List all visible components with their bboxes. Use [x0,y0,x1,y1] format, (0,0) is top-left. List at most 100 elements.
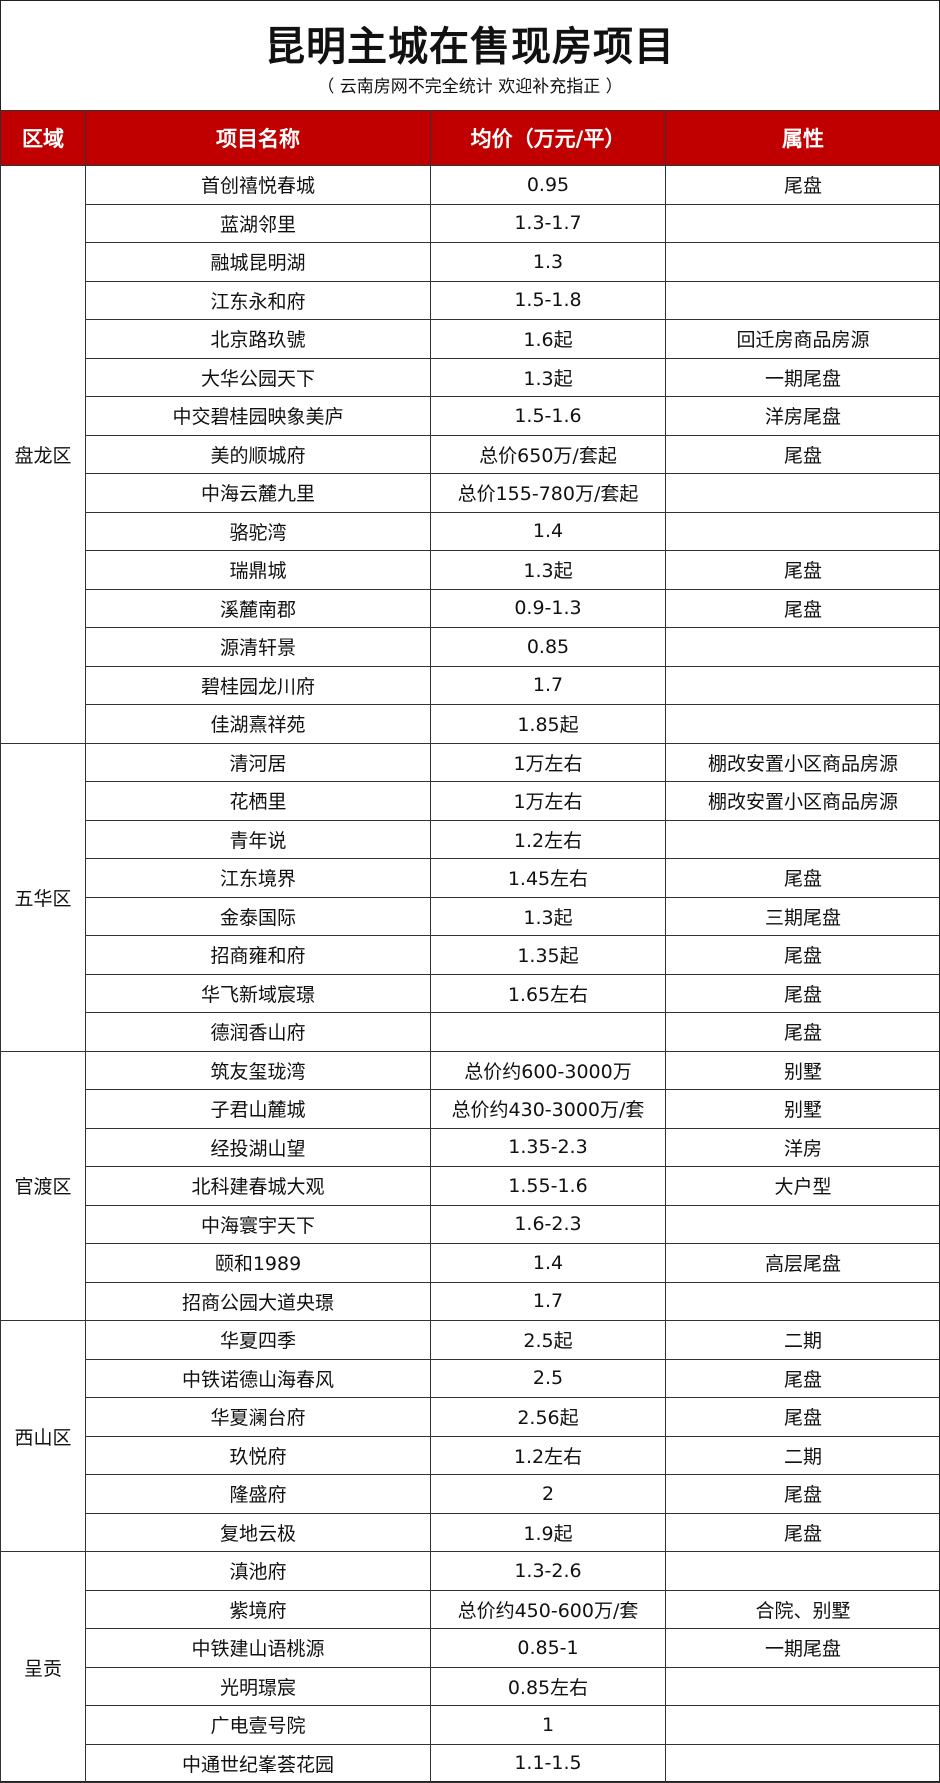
avg-price-cell: 1 [431,1706,666,1745]
table-row: 美的顺城府总价650万/套起尾盘 [1,435,940,474]
district-cell: 盘龙区 [1,166,86,744]
project-name-cell: 中海寰宇天下 [86,1205,431,1244]
avg-price-cell: 2.5 [431,1359,666,1398]
attribute-cell: 洋房 [666,1128,940,1167]
table-header-row: 区域 项目名称 均价（万元/平） 属性 [1,111,940,166]
attribute-cell: 洋房尾盘 [666,397,940,436]
attribute-cell: 合院、别墅 [666,1590,940,1629]
avg-price-cell: 0.85左右 [431,1667,666,1706]
project-name-cell: 中交碧桂园映象美庐 [86,397,431,436]
attribute-cell: 二期 [666,1436,940,1475]
avg-price-cell: 1.3起 [431,897,666,936]
attribute-cell: 尾盘 [666,859,940,898]
avg-price-cell: 2 [431,1475,666,1514]
project-name-cell: 蓝湖邻里 [86,204,431,243]
attribute-cell: 回迁房商品房源 [666,320,940,359]
attribute-cell: 尾盘 [666,1013,940,1052]
avg-price-cell: 0.95 [431,166,666,205]
avg-price-cell: 总价650万/套起 [431,435,666,474]
avg-price-cell: 2.5起 [431,1321,666,1360]
attribute-cell: 尾盘 [666,1359,940,1398]
avg-price-cell: 1.7 [431,666,666,705]
project-name-cell: 溪麓南郡 [86,589,431,628]
avg-price-cell: 1.5-1.6 [431,397,666,436]
attribute-cell: 大户型 [666,1167,940,1206]
project-name-cell: 招商雍和府 [86,936,431,975]
project-name-cell: 紫境府 [86,1590,431,1629]
avg-price-cell: 1.35-2.3 [431,1128,666,1167]
attribute-cell [666,474,940,513]
attribute-cell [666,512,940,551]
project-name-cell: 玖悦府 [86,1436,431,1475]
avg-price-cell: 总价约600-3000万 [431,1051,666,1090]
avg-price-cell: 总价约430-3000万/套 [431,1090,666,1129]
table-row: 中海云麓九里总价155-780万/套起 [1,474,940,513]
district-cell: 西山区 [1,1321,86,1552]
avg-price-cell: 1.45左右 [431,859,666,898]
attribute-cell [666,820,940,859]
table-row: 官渡区筑友玺珑湾总价约600-3000万别墅 [1,1051,940,1090]
attribute-cell [666,1205,940,1244]
project-name-cell: 颐和1989 [86,1244,431,1283]
avg-price-cell: 1.5-1.8 [431,281,666,320]
attribute-cell: 别墅 [666,1090,940,1129]
district-cell: 五华区 [1,743,86,1051]
avg-price-cell: 1.4 [431,512,666,551]
avg-price-cell: 0.85-1 [431,1629,666,1668]
header-avg-price: 均价（万元/平） [431,111,666,166]
project-name-cell: 中铁建山语桃源 [86,1629,431,1668]
project-name-cell: 广电壹号院 [86,1706,431,1745]
project-name-cell: 华夏澜台府 [86,1398,431,1437]
attribute-cell [666,1706,940,1745]
avg-price-cell: 1.1-1.5 [431,1744,666,1783]
attribute-cell: 尾盘 [666,936,940,975]
avg-price-cell: 总价155-780万/套起 [431,474,666,513]
attribute-cell: 尾盘 [666,1513,940,1552]
avg-price-cell: 0.9-1.3 [431,589,666,628]
attribute-cell: 尾盘 [666,435,940,474]
attribute-cell [666,1667,940,1706]
project-name-cell: 首创禧悦春城 [86,166,431,205]
avg-price-cell: 1.3起 [431,358,666,397]
project-name-cell: 融城昆明湖 [86,243,431,282]
attribute-cell: 棚改安置小区商品房源 [666,782,940,821]
attribute-cell [666,204,940,243]
attribute-cell: 高层尾盘 [666,1244,940,1283]
project-name-cell: 华夏四季 [86,1321,431,1360]
project-name-cell: 子君山麓城 [86,1090,431,1129]
project-name-cell: 中通世纪峯荟花园 [86,1744,431,1783]
attribute-cell [666,1552,940,1591]
avg-price-cell [431,1013,666,1052]
avg-price-cell: 1.6-2.3 [431,1205,666,1244]
avg-price-cell: 0.85 [431,628,666,667]
avg-price-cell: 1.2左右 [431,1436,666,1475]
attribute-cell: 二期 [666,1321,940,1360]
project-name-cell: 复地云极 [86,1513,431,1552]
header-project-name: 项目名称 [86,111,431,166]
project-name-cell: 美的顺城府 [86,435,431,474]
avg-price-cell: 2.56起 [431,1398,666,1437]
attribute-cell: 一期尾盘 [666,358,940,397]
